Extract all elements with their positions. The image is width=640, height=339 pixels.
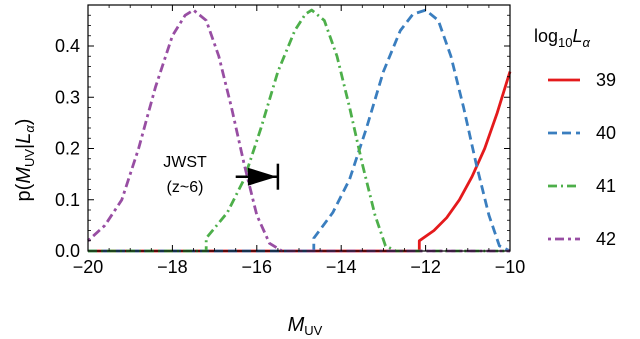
- axes: −20 −18 −16 −14 −12 −10 0.0 0.1 0.2 0.3 0.4: [55, 4, 526, 277]
- legend-label-40: 40: [596, 123, 616, 143]
- legend-title: log10Lα: [534, 26, 591, 50]
- annotation-line1: JWST: [163, 154, 207, 171]
- y-axis-title: p(MUV|Lα): [13, 119, 37, 202]
- legend: log10Lα 39 40 41 42: [534, 26, 616, 249]
- arrow-head: [247, 167, 277, 186]
- ylabel-lsub: α: [22, 125, 37, 133]
- series-line-40: [88, 8, 511, 253]
- annotation-arrow: [235, 163, 280, 190]
- series-line-41: [88, 8, 510, 253]
- x-tick-label: −16: [242, 257, 273, 277]
- y-tick-label: 0.4: [55, 36, 80, 56]
- x-tick-label: −18: [157, 257, 188, 277]
- jwst-annotation: JWST (z~6): [163, 154, 280, 196]
- y-tick-label: 0.0: [55, 241, 80, 261]
- xlabel-main: M: [288, 314, 305, 336]
- x-tick-label: −20: [73, 257, 104, 277]
- ylabel-l: L: [13, 133, 35, 144]
- xlabel-sub: UV: [304, 323, 322, 338]
- annotation-line2: (z~6): [167, 179, 204, 196]
- legend-items: 39 40 41 42: [548, 70, 616, 249]
- y-tick-label: 0.1: [55, 190, 80, 210]
- y-tick-label: 0.3: [55, 87, 80, 107]
- series-line-42: [87, 8, 510, 253]
- ylabel-m: M: [13, 167, 35, 184]
- legend-title-sub: 10: [558, 35, 572, 50]
- ylabel-mid: |: [13, 144, 35, 149]
- ylabel-post: ): [13, 119, 35, 126]
- x-tick-label: −14: [326, 257, 357, 277]
- legend-label-42: 42: [596, 229, 616, 249]
- x-tick-label: −10: [495, 257, 526, 277]
- x-tick-label: −12: [410, 257, 441, 277]
- plot-area: [87, 8, 512, 253]
- y-tick-label: 0.2: [55, 139, 80, 159]
- legend-title-lsub: α: [583, 35, 591, 50]
- legend-title-l: L: [573, 26, 583, 46]
- ylabel-pre: p(: [13, 183, 35, 201]
- legend-title-main: log: [534, 26, 558, 46]
- series-line-39: [88, 71, 512, 253]
- x-axis-title: MUV: [288, 314, 323, 338]
- legend-label-41: 41: [596, 176, 616, 196]
- ylabel-msub: UV: [22, 149, 37, 167]
- legend-label-39: 39: [596, 70, 616, 90]
